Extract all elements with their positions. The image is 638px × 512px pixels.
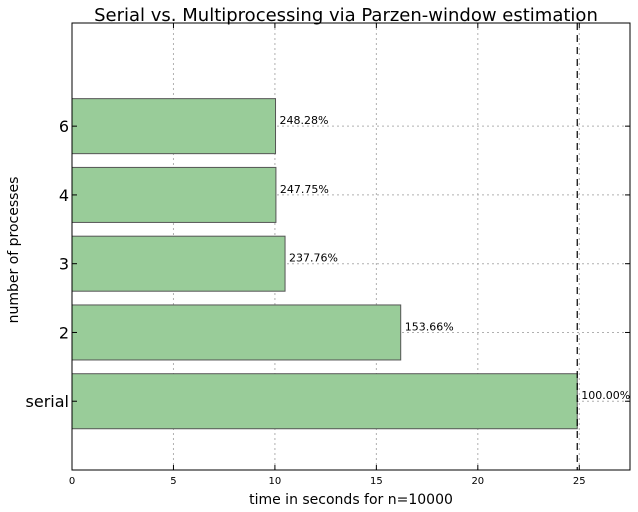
x-tick-label: 15 (370, 476, 383, 487)
x-tick-label: 20 (471, 476, 484, 487)
y-axis-label: number of processes (6, 177, 22, 324)
y-tick-label: 4 (59, 186, 69, 205)
bar-2 (71, 304, 402, 361)
y-axis-ticks: serial 2 3 4 6 (26, 117, 630, 411)
bar-value-label: 248.28% (280, 114, 329, 127)
plot-frame (71, 22, 631, 471)
bar-serial (71, 373, 578, 430)
bar-value-label: 237.76% (289, 252, 338, 265)
x-tick-label: 0 (69, 476, 75, 487)
bar-value-label: 100.00% (581, 389, 630, 402)
y-tick-label: 3 (59, 255, 69, 274)
x-tick-label: 5 (170, 476, 176, 487)
bars: 100.00% 153.66% 237.76% 247.75% 248.28% (71, 98, 630, 430)
y-tick-label: 2 (59, 323, 69, 342)
bar-value-label: 153.66% (405, 320, 454, 333)
x-axis-label: time in seconds for n=10000 (249, 492, 453, 508)
bar-value-label: 247.75% (280, 183, 329, 196)
bar-4 (71, 166, 277, 223)
x-tick-label: 10 (269, 476, 282, 487)
chart-title: Serial vs. Multiprocessing via Parzen-wi… (94, 5, 598, 26)
y-tick-label: serial (26, 392, 69, 411)
bar-3 (71, 235, 286, 292)
bar-6 (71, 98, 277, 155)
x-tick-label: 25 (573, 476, 586, 487)
y-tick-label: 6 (59, 117, 69, 136)
